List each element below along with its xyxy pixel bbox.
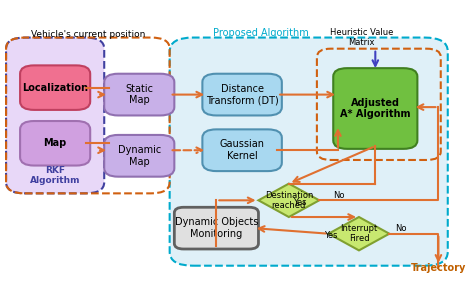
- Text: Trajectory: Trajectory: [411, 264, 466, 273]
- Text: Dynamic
Map: Dynamic Map: [118, 145, 161, 167]
- Text: Dynamic Objects
Monitoring: Dynamic Objects Monitoring: [175, 217, 258, 239]
- Text: Gaussian
Kernel: Gaussian Kernel: [219, 139, 264, 161]
- FancyBboxPatch shape: [202, 129, 282, 171]
- Text: Localization: Localization: [22, 83, 88, 93]
- Text: No: No: [333, 191, 345, 200]
- FancyBboxPatch shape: [174, 207, 258, 249]
- FancyBboxPatch shape: [20, 65, 90, 110]
- FancyBboxPatch shape: [333, 68, 418, 149]
- Text: Adjusted
A* Algorithm: Adjusted A* Algorithm: [340, 98, 410, 119]
- FancyBboxPatch shape: [170, 38, 448, 266]
- Text: Yes: Yes: [293, 198, 307, 207]
- FancyBboxPatch shape: [20, 121, 90, 166]
- Text: Destination
reached: Destination reached: [264, 191, 313, 210]
- Text: Map: Map: [44, 138, 67, 148]
- Text: Yes: Yes: [324, 231, 337, 240]
- Text: Heuristic Value
Matrix: Heuristic Value Matrix: [329, 28, 393, 47]
- Text: Distance
Transform (DT): Distance Transform (DT): [206, 84, 279, 105]
- Text: No: No: [395, 224, 407, 233]
- Polygon shape: [328, 217, 389, 250]
- FancyBboxPatch shape: [202, 74, 282, 115]
- Text: RKF
Algorithm: RKF Algorithm: [30, 166, 81, 185]
- FancyBboxPatch shape: [104, 74, 174, 115]
- Text: Vehicle's current position: Vehicle's current position: [31, 30, 145, 39]
- FancyBboxPatch shape: [104, 135, 174, 177]
- Text: Interrupt
Fired: Interrupt Fired: [340, 224, 378, 243]
- Text: Static
Map: Static Map: [125, 84, 153, 105]
- Text: Proposed Algorithm: Proposed Algorithm: [213, 28, 309, 38]
- Polygon shape: [258, 183, 319, 217]
- FancyBboxPatch shape: [6, 38, 104, 193]
